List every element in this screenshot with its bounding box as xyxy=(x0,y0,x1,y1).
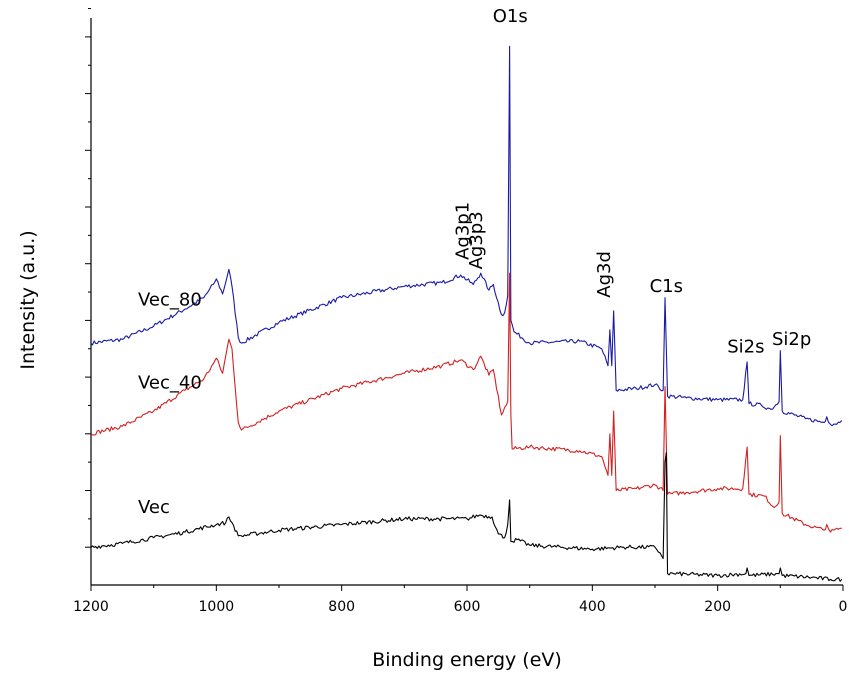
series-line-vec-80 xyxy=(90,45,843,427)
x-axis-label: Binding energy (eV) xyxy=(372,649,562,671)
peak-label: Ag3p1 xyxy=(452,202,473,260)
x-tick-label: 800 xyxy=(328,599,355,615)
y-axis-label: Intensity (a.u.) xyxy=(17,230,39,369)
x-tick-label: 200 xyxy=(704,599,731,615)
x-tick-label: 0 xyxy=(839,599,848,615)
series-label: Vec xyxy=(138,497,170,518)
axis-ticks: 1200 1000 800 600 400 200 0 xyxy=(73,8,848,615)
peak-label: O1s xyxy=(493,6,528,27)
x-tick-label: 1200 xyxy=(73,599,109,615)
series-line-vec-40 xyxy=(90,272,842,533)
peak-label: C1s xyxy=(650,276,683,297)
peak-label: Ag3d xyxy=(594,251,615,298)
series-line-vec xyxy=(90,452,843,582)
series-group xyxy=(90,45,843,582)
peak-label: Si2p xyxy=(772,329,811,350)
x-tick-label: 400 xyxy=(579,599,606,615)
x-tick-label: 600 xyxy=(454,599,481,615)
peak-label: Ag3p3 xyxy=(466,211,487,269)
series-label: Vec_80 xyxy=(138,289,202,310)
series-label: Vec_40 xyxy=(138,372,202,393)
x-tick-label: 1000 xyxy=(199,599,235,615)
peak-label: Si2s xyxy=(727,337,764,358)
axes: 1200 1000 800 600 400 200 0 xyxy=(73,8,848,615)
